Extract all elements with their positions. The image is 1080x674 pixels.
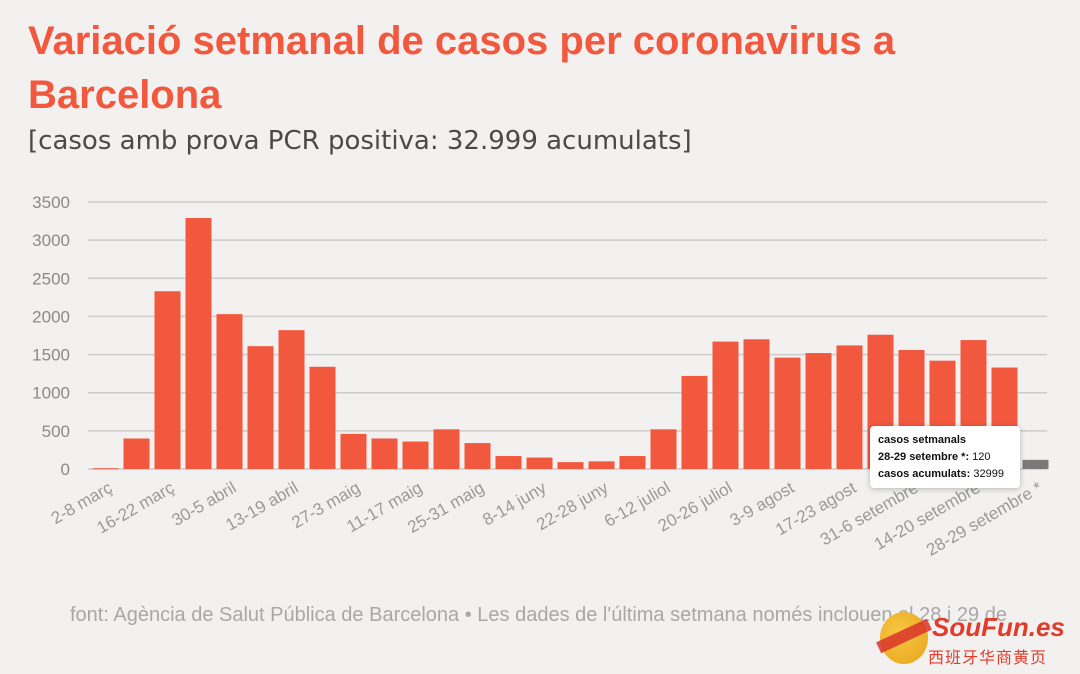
tooltip-cumulative-value: 32999 [970,468,1004,480]
chart-title: Variació setmanal de casos per coronavir… [28,19,896,117]
y-tick-label: 500 [42,422,70,441]
bar[interactable] [619,456,646,469]
bar[interactable] [1022,459,1049,469]
tooltip-weekly-value: 120 [969,451,991,463]
y-tick-label: 1500 [32,346,70,365]
bar[interactable] [650,429,677,469]
bar[interactable] [712,341,739,469]
bar[interactable] [836,345,863,469]
bar[interactable] [495,456,522,469]
bar[interactable] [805,353,832,469]
bar[interactable] [371,438,398,469]
bar[interactable] [681,375,708,469]
bar[interactable] [774,357,801,469]
bar[interactable] [743,339,770,469]
bar[interactable] [154,291,181,469]
y-tick-label: 3000 [32,231,70,250]
bar[interactable] [464,443,491,469]
tooltip-title: casos setmanals [878,434,967,446]
x-tick-label: 22-28 juny [533,478,612,534]
bar[interactable] [309,366,336,469]
y-tick-label: 2000 [32,307,70,326]
bar[interactable] [278,330,305,469]
source-note: font: Agència de Salut Pública de Barcel… [70,604,1007,626]
bar[interactable] [216,314,243,469]
chart-subtitle: [casos amb prova PCR positiva: 32.999 ac… [28,126,692,156]
chart-tooltip: casos setmanals 28-29 setembre *: 120 ca… [870,426,1020,488]
bar[interactable] [557,462,584,469]
bar[interactable] [433,429,460,469]
bar[interactable] [340,433,367,469]
bar[interactable] [123,438,150,469]
bar[interactable] [402,441,429,469]
tooltip-weekly-label: 28-29 setembre *: [878,451,970,463]
soufun-logo[interactable]: SouFun.es 西班牙华商黄页 [876,608,1074,670]
logo-subtext: 西班牙华商黄页 [928,650,1048,667]
x-tick-label: 28-29 setembre * [923,478,1046,560]
bar[interactable] [185,218,212,469]
logo-text: SouFun.es [932,612,1065,642]
bar[interactable] [247,346,274,469]
y-tick-label: 1000 [32,384,70,403]
y-tick-label: 0 [61,460,70,479]
bar[interactable] [92,468,119,470]
y-tick-label: 3500 [32,193,70,212]
bar[interactable] [526,457,553,469]
tooltip-cumulative-row: casos acumulats: 32999 [878,466,1020,483]
bar[interactable] [588,461,615,469]
y-tick-label: 2500 [32,269,70,288]
tooltip-weekly-row: 28-29 setembre *: 120 [878,449,1020,466]
tooltip-cumulative-label: casos acumulats: [878,468,971,480]
